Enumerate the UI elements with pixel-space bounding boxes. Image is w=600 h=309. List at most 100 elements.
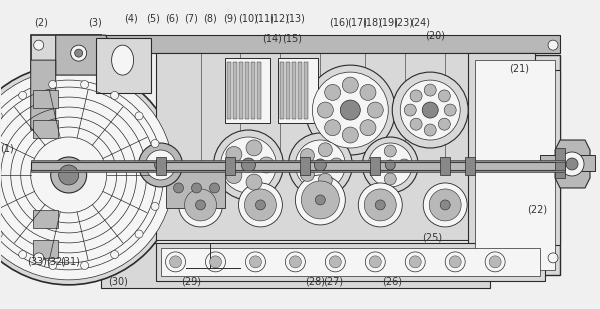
- Circle shape: [256, 200, 265, 210]
- Bar: [31, 35, 560, 275]
- Text: (33): (33): [27, 257, 47, 267]
- Circle shape: [0, 80, 164, 270]
- Text: (18): (18): [362, 17, 382, 27]
- Bar: [161, 248, 540, 276]
- Circle shape: [49, 261, 57, 269]
- Circle shape: [409, 256, 421, 268]
- Bar: [475, 60, 555, 270]
- Circle shape: [110, 91, 119, 99]
- Bar: [226, 157, 235, 175]
- Circle shape: [385, 160, 395, 170]
- Circle shape: [295, 140, 346, 190]
- Circle shape: [191, 183, 202, 193]
- Circle shape: [316, 195, 325, 205]
- Bar: [31, 170, 565, 172]
- Circle shape: [209, 256, 221, 268]
- Circle shape: [301, 167, 314, 181]
- Circle shape: [0, 112, 2, 120]
- Circle shape: [305, 65, 395, 155]
- Circle shape: [439, 90, 451, 102]
- Circle shape: [360, 120, 376, 136]
- Bar: [286, 62, 290, 119]
- Circle shape: [358, 183, 402, 227]
- Bar: [33, 90, 58, 108]
- Circle shape: [220, 137, 277, 193]
- Circle shape: [364, 189, 396, 221]
- Circle shape: [566, 158, 578, 170]
- Bar: [233, 62, 238, 119]
- Circle shape: [422, 102, 438, 118]
- Circle shape: [135, 112, 143, 120]
- Circle shape: [209, 183, 220, 193]
- Polygon shape: [468, 53, 560, 275]
- Bar: [227, 62, 232, 119]
- Text: (1): (1): [0, 143, 14, 153]
- Text: (12): (12): [269, 13, 289, 23]
- Circle shape: [238, 183, 283, 227]
- Circle shape: [329, 158, 343, 172]
- Circle shape: [170, 256, 182, 268]
- Text: (28): (28): [305, 277, 325, 287]
- Bar: [257, 62, 262, 119]
- Circle shape: [245, 252, 265, 272]
- Text: (10): (10): [239, 13, 259, 23]
- Circle shape: [429, 189, 461, 221]
- Circle shape: [489, 256, 501, 268]
- Bar: [278, 58, 319, 123]
- Circle shape: [301, 181, 340, 219]
- Circle shape: [375, 200, 385, 210]
- Text: (30): (30): [107, 277, 128, 287]
- Bar: [251, 62, 256, 119]
- Circle shape: [49, 80, 57, 88]
- Circle shape: [226, 146, 242, 163]
- Circle shape: [151, 202, 159, 210]
- Polygon shape: [31, 35, 101, 275]
- Circle shape: [151, 140, 159, 147]
- Bar: [33, 120, 58, 138]
- Bar: [370, 157, 380, 175]
- Circle shape: [80, 80, 89, 88]
- Circle shape: [110, 251, 119, 259]
- Text: (6): (6): [164, 13, 178, 23]
- Text: (13): (13): [286, 13, 305, 23]
- Circle shape: [289, 256, 301, 268]
- Circle shape: [370, 159, 382, 171]
- Circle shape: [365, 252, 385, 272]
- Polygon shape: [555, 140, 590, 188]
- Bar: [465, 157, 475, 175]
- Bar: [239, 62, 244, 119]
- Circle shape: [0, 230, 2, 238]
- Circle shape: [405, 252, 425, 272]
- Text: (14): (14): [262, 33, 283, 43]
- Circle shape: [329, 256, 341, 268]
- Circle shape: [404, 104, 416, 116]
- Text: (21): (21): [509, 63, 529, 73]
- Circle shape: [560, 152, 584, 176]
- Text: (8): (8): [203, 13, 217, 23]
- Text: (27): (27): [323, 277, 343, 287]
- Bar: [33, 240, 58, 258]
- Circle shape: [135, 230, 143, 238]
- Circle shape: [205, 252, 226, 272]
- Text: (23): (23): [393, 17, 413, 27]
- Circle shape: [314, 159, 326, 171]
- Bar: [292, 62, 296, 119]
- Circle shape: [343, 127, 358, 143]
- Bar: [155, 157, 166, 175]
- Circle shape: [226, 167, 242, 184]
- Circle shape: [185, 189, 217, 221]
- Circle shape: [398, 159, 410, 171]
- Circle shape: [362, 137, 418, 193]
- Bar: [298, 62, 302, 119]
- Text: (19): (19): [379, 17, 398, 27]
- Circle shape: [19, 91, 27, 99]
- Circle shape: [74, 49, 83, 57]
- Circle shape: [214, 130, 283, 200]
- Circle shape: [146, 150, 176, 180]
- Bar: [31, 35, 560, 53]
- Circle shape: [343, 77, 358, 93]
- Bar: [31, 162, 565, 170]
- Text: (9): (9): [224, 13, 238, 23]
- Text: (24): (24): [410, 17, 430, 27]
- Circle shape: [440, 200, 450, 210]
